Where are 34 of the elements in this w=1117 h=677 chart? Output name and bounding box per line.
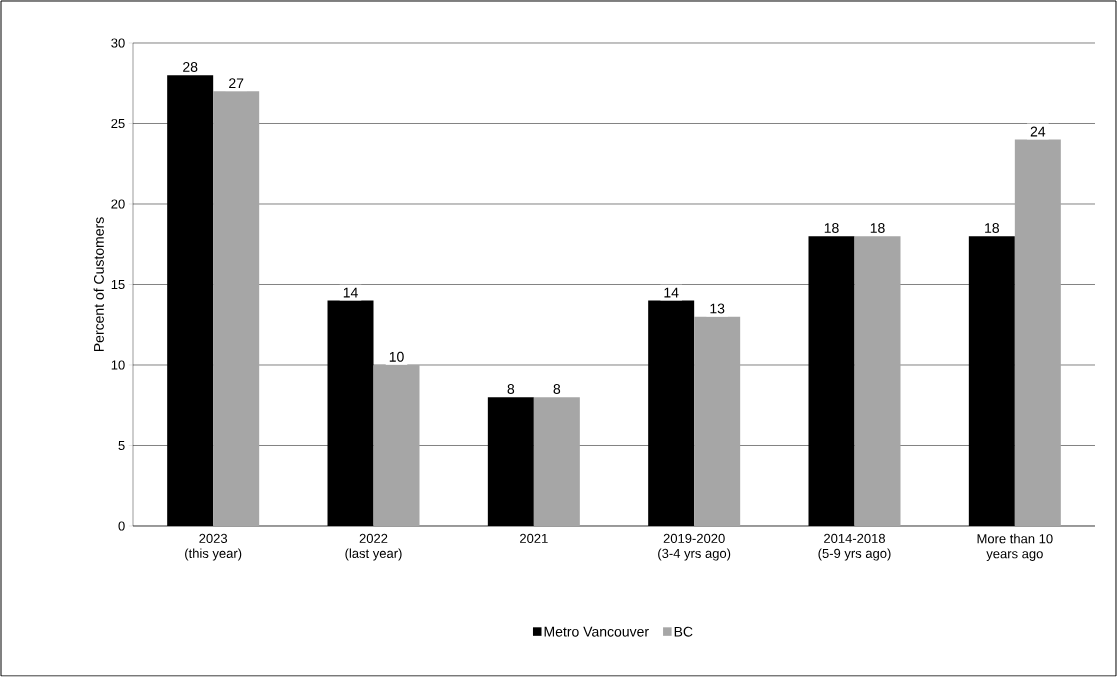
bar — [854, 236, 901, 526]
y-tick-label: 20 — [111, 199, 125, 209]
y-tick-label: 25 — [111, 118, 125, 129]
data-label: 13 — [710, 303, 725, 314]
y-tick-label: 30 — [111, 38, 125, 48]
bar — [694, 316, 741, 526]
bar — [533, 397, 580, 526]
y-tick-label: 10 — [111, 360, 125, 370]
y-axis-title: Percent of Customers — [93, 217, 104, 352]
y-tick-label: 5 — [118, 440, 125, 451]
legend-label: Metro Vancouver — [544, 626, 649, 637]
bar — [1014, 139, 1061, 526]
data-label: 24 — [1030, 126, 1046, 137]
data-label: 8 — [553, 384, 561, 394]
x-tick-label: 2022 (last year) — [345, 533, 402, 561]
bar — [373, 364, 420, 526]
data-label: 14 — [343, 287, 358, 298]
data-label: 10 — [389, 351, 404, 362]
data-label: 18 — [870, 223, 885, 233]
x-tick-label: 2019-2020 (3-4 yrs ago) — [658, 533, 731, 561]
x-tick-label: 2014-2018 (5-9 yrs ago) — [818, 533, 891, 561]
data-label: 14 — [664, 287, 679, 298]
data-label: 8 — [507, 384, 515, 394]
x-tick-label: More than 10 years ago — [977, 533, 1053, 561]
x-tick-label: 2023 (this year) — [185, 533, 242, 561]
bar — [213, 91, 260, 526]
data-label: 18 — [824, 223, 839, 233]
data-label: 18 — [985, 223, 1000, 233]
legend-label: BC — [674, 626, 693, 637]
data-label: 27 — [229, 78, 244, 89]
y-tick-label: 15 — [111, 279, 125, 290]
x-tick-label: 2021 — [520, 533, 548, 543]
data-label: 28 — [183, 62, 198, 72]
y-tick-label: 0 — [118, 521, 125, 531]
